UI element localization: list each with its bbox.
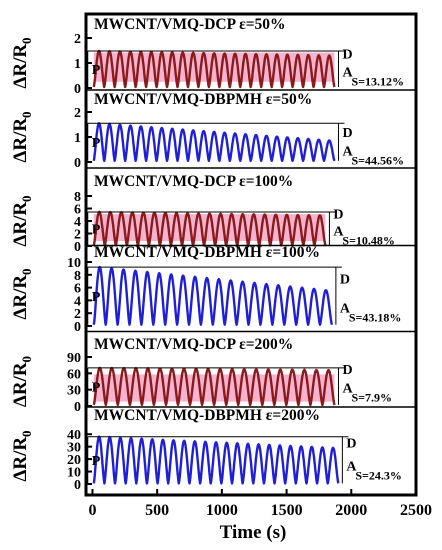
y-axis-title-subscript: 0 [19, 430, 34, 437]
panel-2-y-tick-label: 0 [74, 156, 81, 171]
panel-6-y-tick-label: 30 [67, 441, 81, 456]
panel-6-p-label: P [92, 454, 101, 469]
panel-1-s-label: S=13.12% [351, 74, 404, 88]
panel-5-p-label: P [92, 380, 101, 395]
y-axis-title-subscript: 0 [19, 37, 34, 44]
panel-3-band [93, 214, 326, 241]
panel-3: P DAS=10.48% MWCNT/VMQ-DCP ε=100% [87, 173, 395, 247]
panel-6: P DAS=24.3% MWCNT/VMQ-DBPMH ε=200% [87, 407, 402, 485]
panel-4-y-tick-label: 8 [74, 269, 81, 284]
panel-5-y-tick-label: 90 [67, 351, 81, 366]
panel-4-y-tick-label: 10 [67, 256, 81, 271]
panel-2-title: MWCNT/VMQ-DBPMH ε=50% [94, 91, 312, 108]
panel-3-p-label: P [92, 223, 101, 238]
panel-6-d-label: D [346, 436, 356, 451]
panel-1-p-label: P [92, 63, 101, 78]
panel-5-d-label: D [342, 363, 352, 378]
panel-6-a-label: A [346, 460, 357, 475]
y-axis-title-subscript: 0 [19, 111, 34, 118]
panel-1-y-tick-label: 0 [74, 82, 81, 97]
panel-5-y-tick-label: 30 [67, 384, 81, 399]
panel-4-y-tick-label: 6 [74, 282, 81, 297]
panel-3-y-axis-title: ΔR/R0 [10, 195, 34, 246]
x-axis-title: Time (s) [220, 522, 287, 543]
panel-5-y-tick-label: 60 [67, 367, 81, 382]
panel-1-y-tick-label: 2 [74, 32, 81, 47]
x-tick-label: 0 [88, 502, 96, 519]
panel-4-y-tick-label: 0 [74, 320, 81, 335]
panel-3-y-tick-label: 6 [74, 203, 81, 218]
panel-2-y-axis-title: ΔR/R0 [10, 111, 34, 162]
panel-4-s-label: S=43.18% [349, 310, 402, 324]
panel-6-y-tick-label: 10 [67, 466, 81, 481]
panel-2-y-tick-label: 2 [74, 106, 81, 121]
panel-4-y-axis-title: ΔR/R0 [10, 268, 34, 319]
panel-1-title: MWCNT/VMQ-DCP ε=50% [94, 16, 286, 33]
x-axis: 0 500 1000 1500 2000 2500 [88, 489, 432, 519]
panel-4-y-tick-label: 2 [74, 307, 81, 322]
panel-6-y-axis-title: ΔR/R0 [10, 430, 34, 481]
panel-6-title: MWCNT/VMQ-DBPMH ε=200% [94, 407, 320, 424]
panel-5-a-label: A [342, 381, 353, 396]
panel-4-title: MWCNT/VMQ-DBPMH ε=100% [94, 244, 320, 261]
panel-5-s-label: S=7.9% [351, 390, 392, 404]
panel-2-s-label: S=44.56% [351, 154, 404, 168]
panel-1: P DAS=13.12% MWCNT/VMQ-DCP ε=50% [87, 16, 404, 89]
x-tick-label: 1500 [271, 502, 303, 519]
panel-1-a-label: A [342, 65, 353, 80]
panel-1-signal-line [92, 49, 336, 89]
x-tick-label: 2000 [335, 502, 367, 519]
panel-6-y-tick-label: 20 [67, 453, 81, 468]
panel-3-y-tick-label: 4 [74, 215, 81, 230]
x-tick-label: 1000 [206, 502, 238, 519]
panel-3-d-label: D [333, 208, 343, 223]
y-axis-title-subscript: 0 [19, 268, 34, 275]
panel-2-a-label: A [342, 145, 353, 160]
panel-4-signal-line [92, 265, 334, 326]
panel-6-y-tick-label: 40 [67, 428, 81, 443]
y-axis-title-subscript: 0 [19, 195, 34, 202]
panel-5-title: MWCNT/VMQ-DCP ε=200% [94, 336, 293, 353]
x-tick-label: 2500 [400, 502, 432, 519]
x-tick-label: 500 [145, 502, 169, 519]
panel-6-signal-line [92, 435, 340, 485]
panel-4-a-label: A [340, 301, 351, 316]
panel-2-d-label: D [342, 126, 352, 141]
panel-4-d-label: D [340, 273, 350, 288]
panel-3-y-tick-label: 8 [74, 190, 81, 205]
panel-3-signal-line [92, 210, 327, 247]
panel-1-y-axis-title: ΔR/R0 [10, 37, 34, 88]
panel-3-a-label: A [333, 224, 344, 239]
panel-6-y-tick-label: 0 [74, 478, 81, 493]
panel-4-p-label: P [92, 290, 101, 305]
panel-1-y-tick-label: 1 [74, 57, 81, 72]
panel-2-y-tick-label: 1 [74, 131, 81, 146]
panel-2-signal-line [92, 122, 336, 162]
panel-3-title: MWCNT/VMQ-DCP ε=100% [94, 173, 293, 190]
panel-2-p-label: P [92, 136, 101, 151]
panel-3-y-tick-label: 2 [74, 228, 81, 243]
plot-frame [84, 12, 418, 497]
panel-3-s-label: S=10.48% [342, 233, 395, 247]
panel-5-y-axis-title: ΔR/R0 [10, 356, 34, 407]
y-axis-title-subscript: 0 [19, 356, 34, 363]
panel-5-signal-line [92, 366, 336, 407]
panel-6-s-label: S=24.3% [355, 469, 402, 483]
panel-5-y-tick-label: 0 [74, 400, 81, 415]
panel-4-y-tick-label: 4 [74, 294, 81, 309]
panel-3-y-tick-label: 0 [74, 240, 81, 255]
panel-5: P DAS=7.9% MWCNT/VMQ-DCP ε=200% [87, 336, 392, 407]
panel-2: P DAS=44.56% MWCNT/VMQ-DBPMH ε=50% [87, 91, 404, 168]
axes-layer: 012ΔR/R0012ΔR/R002468ΔR/R00246810ΔR/R003… [10, 12, 418, 497]
panel-4: P DAS=43.18% MWCNT/VMQ-DBPMH ε=100% [87, 244, 402, 326]
panel-1-d-label: D [342, 47, 352, 62]
